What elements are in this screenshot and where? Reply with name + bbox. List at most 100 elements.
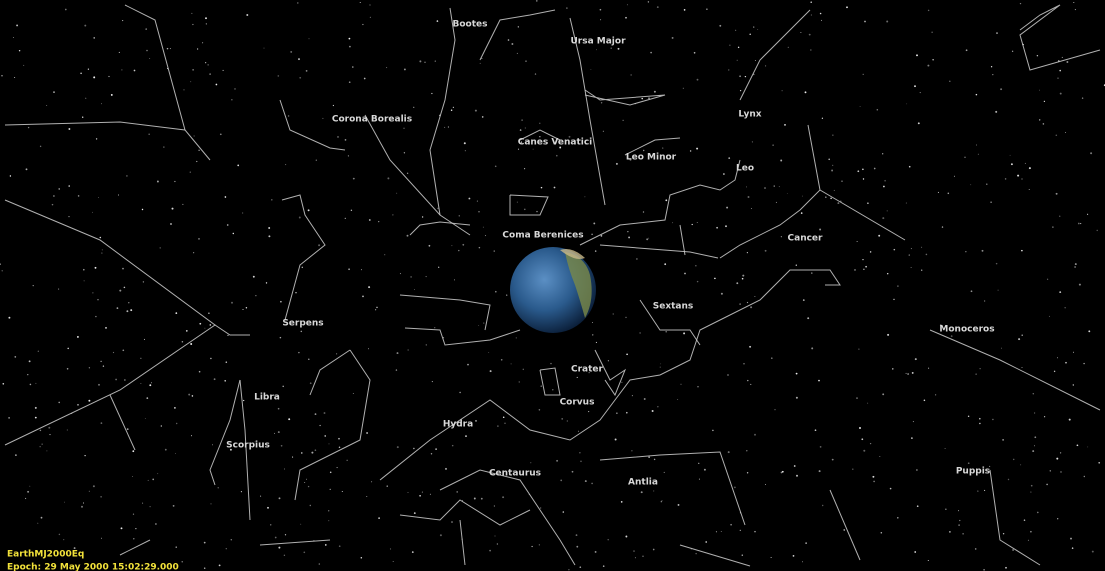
star <box>1021 250 1023 252</box>
orbit-view: Bootes Ursa Major Corona Borealis Canes … <box>0 0 1105 571</box>
star <box>854 269 856 271</box>
star <box>1032 450 1034 452</box>
star <box>41 517 43 519</box>
star <box>945 509 946 510</box>
star <box>438 267 439 268</box>
star <box>494 251 495 252</box>
star <box>867 403 868 404</box>
star <box>1020 3 1021 4</box>
star <box>728 69 729 70</box>
star <box>81 506 83 508</box>
star <box>95 267 97 269</box>
star <box>746 450 747 451</box>
star <box>1010 155 1011 156</box>
star <box>1082 97 1083 98</box>
star <box>351 210 352 211</box>
star <box>151 382 152 383</box>
constellation-label: Hydra <box>443 420 473 430</box>
star <box>870 443 871 444</box>
star <box>413 448 414 449</box>
star <box>828 159 830 161</box>
star <box>464 142 466 144</box>
constellation-label: Cancer <box>788 234 824 244</box>
star <box>699 479 700 480</box>
star <box>1001 348 1002 349</box>
star <box>754 434 756 436</box>
star <box>949 531 951 533</box>
star <box>253 276 255 278</box>
star <box>132 450 134 452</box>
star <box>414 289 415 290</box>
star <box>782 90 783 91</box>
star <box>328 510 329 511</box>
star <box>397 446 399 448</box>
star <box>890 488 892 490</box>
star <box>95 316 96 317</box>
star <box>772 144 773 145</box>
star <box>366 432 368 434</box>
star <box>862 169 864 171</box>
star <box>1083 363 1084 364</box>
star <box>23 65 24 66</box>
star <box>298 352 299 353</box>
star <box>310 382 312 384</box>
star <box>625 536 627 538</box>
star <box>665 331 667 333</box>
star <box>1058 78 1059 79</box>
star <box>27 491 29 493</box>
star <box>697 222 698 223</box>
star <box>977 491 978 492</box>
star <box>954 176 955 177</box>
star <box>231 539 232 540</box>
star <box>182 204 183 205</box>
star <box>1013 459 1015 461</box>
star <box>719 25 721 27</box>
star <box>705 541 707 543</box>
earth[interactable] <box>510 247 596 333</box>
star <box>743 363 744 364</box>
star <box>85 98 86 99</box>
star <box>862 259 863 260</box>
star <box>183 89 184 90</box>
star <box>278 431 280 433</box>
star <box>282 386 283 387</box>
star <box>662 500 663 501</box>
star <box>938 192 939 193</box>
star <box>1070 538 1072 540</box>
star <box>426 276 427 277</box>
star <box>754 531 756 533</box>
star <box>174 181 175 182</box>
star <box>723 173 725 175</box>
star <box>318 244 320 246</box>
star <box>536 211 537 212</box>
star <box>15 454 17 456</box>
star <box>592 322 593 323</box>
star <box>100 496 102 498</box>
star <box>648 238 649 239</box>
star <box>1088 330 1090 332</box>
star <box>1050 470 1051 471</box>
star <box>652 410 654 412</box>
star <box>805 91 807 93</box>
star <box>205 62 206 63</box>
star <box>214 378 216 380</box>
star <box>1039 90 1040 91</box>
star <box>384 254 385 255</box>
star <box>241 491 242 492</box>
star <box>98 384 100 386</box>
star <box>815 429 817 431</box>
star <box>149 134 150 135</box>
star <box>909 254 910 255</box>
star <box>297 2 298 3</box>
star <box>140 383 141 384</box>
star <box>434 327 435 328</box>
star <box>192 69 193 70</box>
star <box>284 555 285 556</box>
star <box>46 105 47 106</box>
star <box>566 7 567 8</box>
star <box>352 66 354 68</box>
star <box>742 275 744 277</box>
star <box>462 244 464 246</box>
star <box>716 227 718 229</box>
star <box>119 290 121 292</box>
